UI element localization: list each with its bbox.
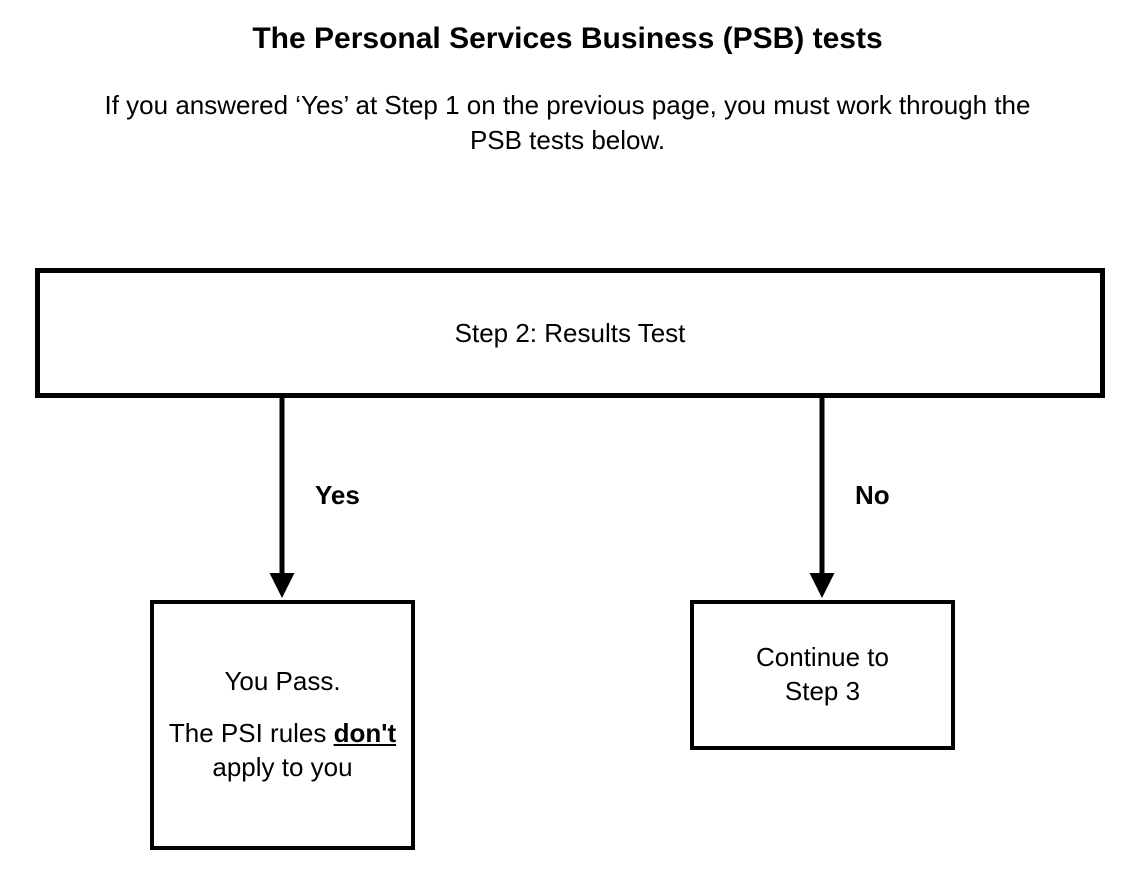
node-yes-outcome: You Pass. The PSI rules don't apply to y… — [150, 600, 415, 850]
no-line2: Step 3 — [785, 676, 860, 706]
yes-line2-emph: don't — [334, 718, 397, 748]
edge-label-no: No — [855, 480, 890, 511]
yes-line2-pre: The PSI rules — [169, 718, 334, 748]
yes-line2-post: apply to you — [212, 752, 352, 782]
edge-label-yes: Yes — [315, 480, 360, 511]
node-no-outcome: Continue to Step 3 — [690, 600, 955, 750]
no-outcome-text: Continue to Step 3 — [756, 641, 889, 709]
page-title: The Personal Services Business (PSB) tes… — [0, 22, 1135, 56]
yes-outcome-line1: You Pass. — [224, 665, 340, 699]
node-step2: Step 2: Results Test — [35, 268, 1105, 398]
page-subtitle: If you answered ‘Yes’ at Step 1 on the p… — [100, 88, 1035, 158]
flowchart-canvas: The Personal Services Business (PSB) tes… — [0, 0, 1135, 887]
node-step2-label: Step 2: Results Test — [455, 318, 686, 349]
yes-outcome-line2: The PSI rules don't apply to you — [164, 717, 401, 785]
no-line1: Continue to — [756, 642, 889, 672]
